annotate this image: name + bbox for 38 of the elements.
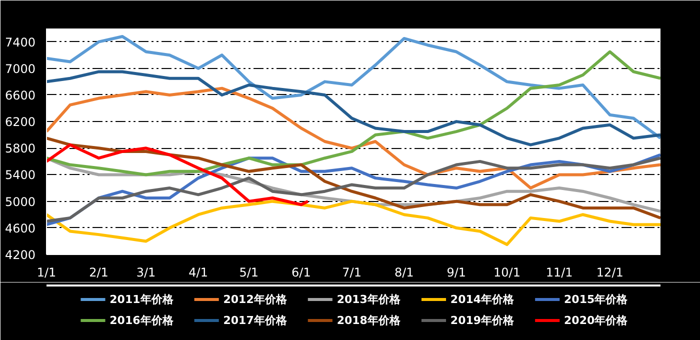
legend-label: 2013年价格: [336, 293, 402, 306]
x-tick-label: 4/1: [188, 266, 208, 280]
y-tick-label: 6200: [4, 115, 36, 130]
x-tick-label: 8/1: [394, 266, 414, 280]
x-tick-label: 3/1: [136, 266, 156, 280]
legend-label: 2016年价格: [110, 314, 174, 327]
line-series: [46, 34, 660, 140]
line-series: [46, 136, 660, 220]
y-tick-label: 4600: [4, 221, 36, 236]
line-series: [46, 143, 310, 206]
legend-label: 2015年价格: [564, 293, 629, 306]
x-tick-label: 5/1: [239, 266, 259, 280]
legend-label: 2014年价格: [450, 293, 516, 306]
legend-label: 2012年价格: [223, 293, 288, 306]
y-tick-label: 7400: [4, 35, 36, 50]
x-tick-label: 9/1: [446, 266, 466, 280]
x-tick-label: 1/1: [36, 266, 56, 280]
legend-label: 2011年价格: [110, 293, 174, 306]
line-series: [46, 86, 660, 190]
y-tick-label: 5800: [4, 142, 36, 156]
x-tick-label: 12/1: [596, 266, 624, 280]
y-tick-label: 5400: [4, 168, 36, 182]
y-tick-label: 4200: [4, 248, 36, 262]
x-tick-label: 6/1: [292, 266, 311, 280]
y-tick-label: 7000: [4, 62, 36, 76]
y-tick-label: 5000: [4, 194, 36, 209]
line-series: [46, 50, 660, 176]
x-tick-label: 10/1: [494, 266, 520, 280]
x-tick-label: 7/1: [342, 266, 362, 280]
legend-label: 2020年价格: [564, 314, 629, 327]
y-tick-label: 6600: [4, 88, 36, 102]
line-series: [46, 200, 660, 246]
x-tick-label: 11/1: [546, 266, 573, 280]
legend-label: 2017年价格: [223, 314, 288, 327]
legend-label: 2019年价格: [450, 314, 516, 327]
legend-label: 2018年价格: [336, 314, 402, 327]
line-series: [46, 70, 660, 146]
x-tick-label: 2/1: [89, 266, 108, 280]
